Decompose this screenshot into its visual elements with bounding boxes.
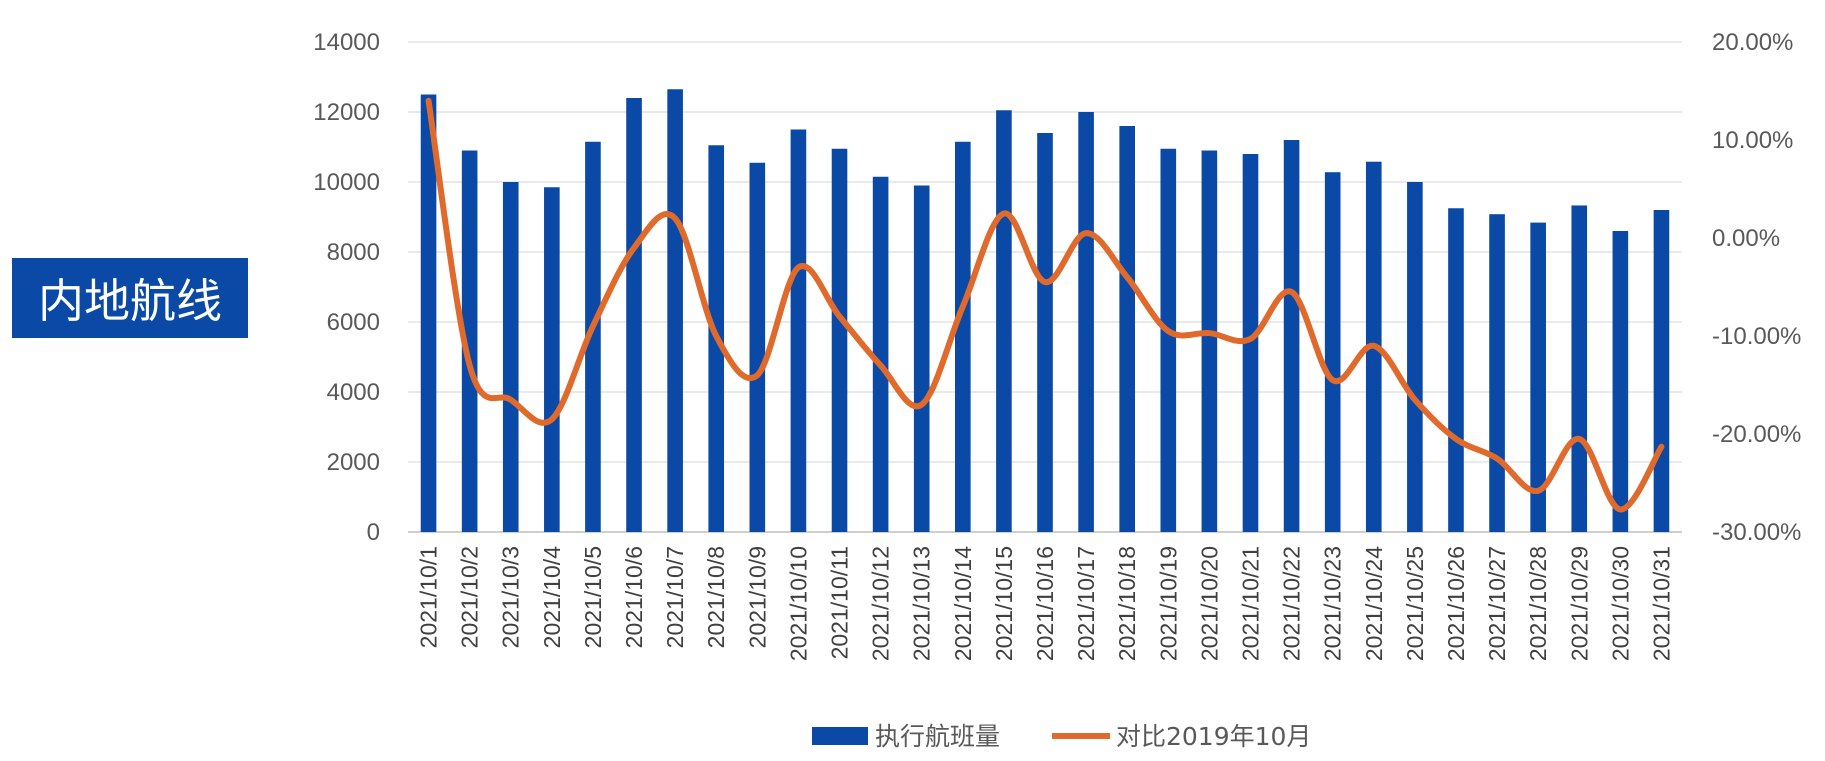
x-tick-label: 2021/10/13 (909, 546, 935, 661)
x-tick-label: 2021/10/1 (416, 546, 442, 648)
bar-series (420, 89, 1670, 532)
bar (626, 98, 642, 532)
bar (1078, 112, 1094, 532)
bar (1283, 140, 1300, 532)
left-tick-label: 6000 (327, 309, 380, 336)
left-tick-label: 10000 (313, 169, 380, 196)
line-series (425, 97, 1665, 513)
bar (954, 141, 971, 532)
x-tick-label: 2021/10/8 (703, 546, 729, 648)
right-tick-label: 20.00% (1712, 29, 1793, 56)
bar (502, 182, 519, 532)
bar (1448, 208, 1464, 532)
x-tick-label: 2021/10/31 (1648, 546, 1674, 661)
x-tick-label: 2021/10/12 (868, 546, 894, 661)
x-tick-label: 2021/10/19 (1155, 546, 1181, 661)
bar (790, 129, 807, 532)
x-tick-label: 2021/10/24 (1361, 546, 1387, 661)
x-tick-label: 2021/10/3 (498, 546, 524, 648)
bar (996, 110, 1012, 532)
left-tick-label: 2000 (327, 449, 380, 476)
legend-label-line: 对比2019年10月 (1116, 722, 1311, 751)
x-tick-label: 2021/10/26 (1443, 546, 1469, 661)
x-tick-label: 2021/10/6 (621, 546, 647, 648)
bar (1160, 148, 1177, 532)
right-tick-label: 0.00% (1712, 225, 1780, 252)
x-tick-label: 2021/10/17 (1073, 546, 1099, 661)
side-label: 内地航线 (12, 258, 248, 338)
bar (1242, 154, 1259, 532)
x-tick-label: 2021/10/29 (1566, 546, 1592, 661)
right-axis-ticks: -30.00% -20.00% -10.00% 0.00% 10.00% 20.00% (1712, 29, 1801, 546)
left-tick-label: 8000 (327, 239, 380, 266)
left-tick-label: 4000 (327, 379, 380, 406)
x-axis-ticks: 2021/10/1 2021/10/2 2021/10/3 2021/10/4 2021… (416, 546, 1675, 661)
bar (1530, 222, 1546, 532)
bar (1037, 133, 1053, 532)
bar (831, 148, 848, 532)
x-tick-label: 2021/10/5 (580, 546, 606, 648)
x-tick-label: 2021/10/27 (1484, 546, 1510, 661)
bar (1119, 126, 1136, 532)
x-tick-label: 2021/10/10 (785, 546, 811, 661)
x-tick-label: 2021/10/21 (1237, 546, 1263, 661)
x-tick-label: 2021/10/4 (539, 546, 565, 649)
legend-label-bars: 执行航班量 (875, 722, 1000, 751)
x-tick-label: 2021/10/18 (1114, 546, 1140, 661)
bar (1201, 150, 1218, 532)
x-tick-label: 2021/10/30 (1607, 546, 1633, 661)
x-tick-label: 2021/10/7 (662, 546, 688, 648)
x-tick-label: 2021/10/15 (991, 546, 1017, 661)
right-tick-label: -20.00% (1712, 421, 1801, 448)
x-tick-label: 2021/10/22 (1279, 546, 1305, 661)
bar (1324, 172, 1341, 532)
right-tick-label: -30.00% (1712, 519, 1801, 546)
x-tick-label: 2021/10/2 (457, 546, 483, 648)
x-tick-label: 2021/10/14 (950, 546, 976, 661)
x-tick-label: 2021/10/28 (1525, 546, 1551, 661)
bar (667, 89, 683, 532)
bar (913, 185, 930, 532)
left-axis-ticks: 0 2000 4000 6000 8000 10000 12000 14000 (313, 29, 380, 546)
bar (1407, 182, 1423, 532)
right-tick-label: -10.00% (1712, 323, 1801, 350)
bar (420, 94, 437, 532)
x-tick-label: 2021/10/16 (1032, 546, 1058, 661)
bar (1612, 231, 1629, 532)
left-tick-label: 14000 (313, 29, 380, 56)
left-tick-label: 0 (367, 519, 380, 546)
left-tick-label: 12000 (313, 99, 380, 126)
bar (585, 141, 601, 532)
bar (1653, 210, 1670, 532)
x-tick-label: 2021/10/23 (1320, 546, 1346, 661)
x-tick-label: 2021/10/20 (1196, 546, 1222, 661)
bar (872, 176, 889, 532)
bar (1489, 214, 1505, 532)
bar (749, 162, 766, 532)
legend: 执行航班量 对比2019年10月 (812, 722, 1311, 751)
legend-swatch-bars (812, 727, 868, 745)
bar (461, 150, 478, 532)
right-tick-label: 10.00% (1712, 127, 1793, 154)
x-tick-label: 2021/10/25 (1402, 546, 1428, 661)
bar (1571, 205, 1588, 532)
x-tick-label: 2021/10/9 (744, 546, 770, 648)
bar (544, 187, 560, 532)
x-tick-label: 2021/10/11 (827, 546, 853, 659)
line-path (425, 97, 1665, 513)
